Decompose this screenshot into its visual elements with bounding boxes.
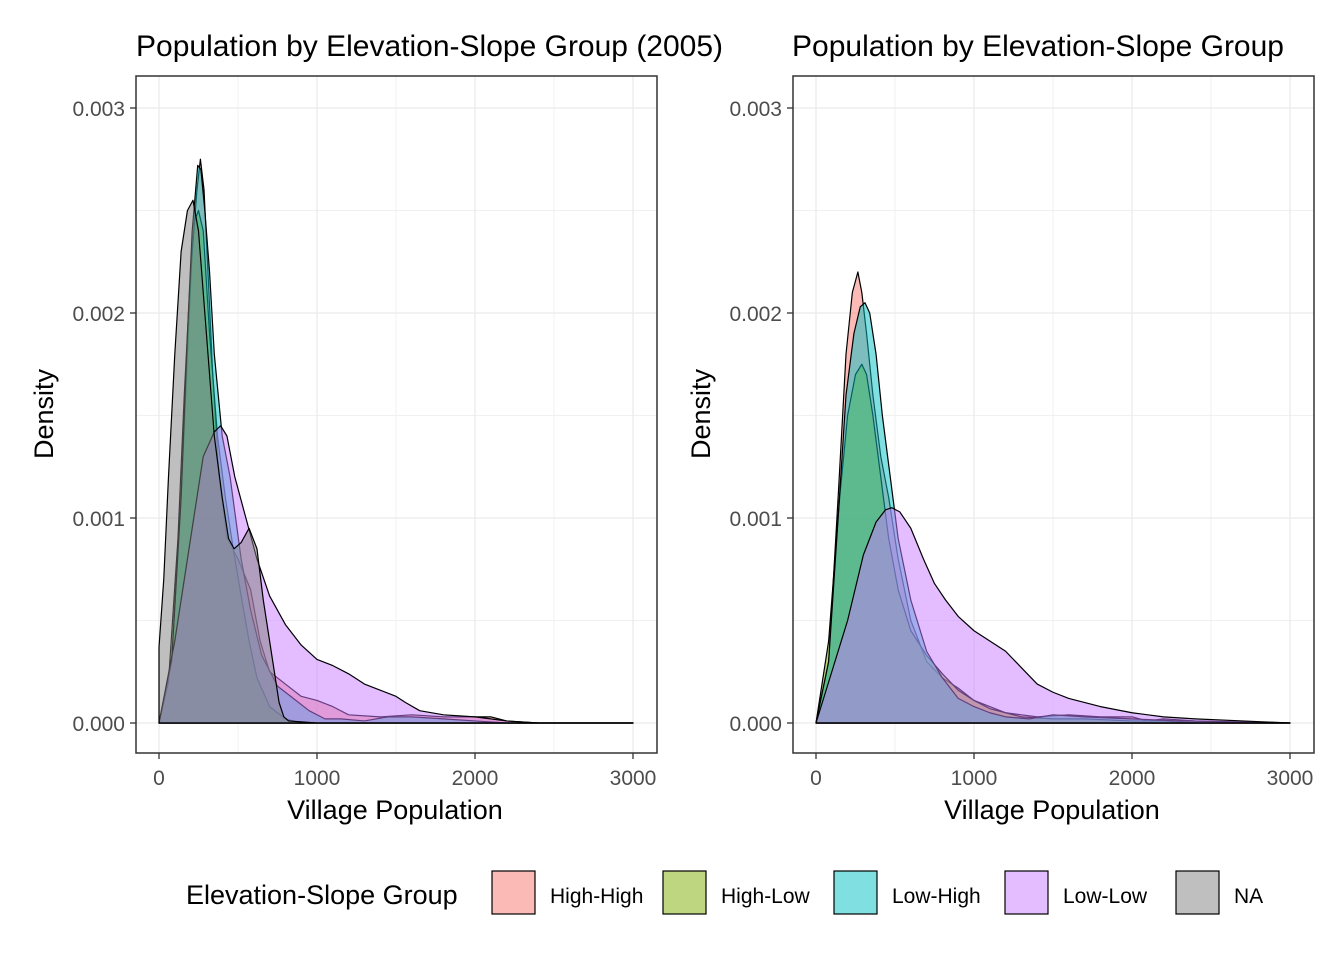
y-tick-label: 0.003 (729, 98, 782, 121)
legend-swatch (833, 870, 878, 915)
x-tick-label: 2000 (452, 767, 499, 790)
x-axis-label: Village Population (287, 795, 503, 825)
chart-panel-2005: Population by Elevation-Slope Group (200… (29, 30, 723, 825)
x-tick-label: 3000 (610, 767, 657, 790)
legend-label: NA (1234, 885, 1263, 908)
legend-label: Low-Low (1063, 885, 1148, 908)
x-tick-label: 1000 (951, 767, 998, 790)
x-tick-label: 2000 (1109, 767, 1156, 790)
y-axis-label: Density (29, 368, 59, 459)
y-tick-label: 0.003 (72, 98, 125, 121)
legend-swatch (491, 870, 536, 915)
y-tick-label: 0.002 (72, 303, 125, 326)
y-tick-label: 0.001 (72, 508, 125, 531)
legend-label: Low-High (892, 885, 981, 908)
x-tick-label: 3000 (1267, 767, 1314, 790)
legend-item-high-high: High-High (491, 870, 643, 915)
chart-panel-second: Population by Elevation-Slope Group 0 100… (686, 30, 1315, 825)
legend-swatch (1004, 870, 1049, 915)
legend-items: High-High High-Low Low-High Low-Low NA (491, 870, 1263, 915)
axis-ticks: 0 1000 2000 3000 0.000 0.001 0.002 0.003 (72, 98, 656, 790)
x-tick-label: 0 (153, 767, 165, 790)
x-tick-label: 0 (810, 767, 822, 790)
y-axis-label: Density (686, 368, 716, 459)
grid (793, 76, 1314, 753)
legend-item-na: NA (1175, 870, 1263, 915)
density-areas (815, 271, 1291, 724)
y-tick-label: 0.000 (729, 713, 782, 736)
density-area-low-low (815, 507, 1291, 724)
y-tick-label: 0.002 (729, 303, 782, 326)
legend-title: Elevation-Slope Group (186, 880, 458, 910)
chart-title: Population by Elevation-Slope Group (200… (136, 30, 723, 63)
plot-border (792, 75, 1315, 754)
plot-border (135, 75, 658, 754)
y-tick-label: 0.000 (72, 713, 125, 736)
legend-label: High-Low (721, 885, 811, 908)
x-tick-label: 1000 (294, 767, 341, 790)
legend-item-low-low: Low-Low (1004, 870, 1148, 915)
x-axis-label: Village Population (944, 795, 1160, 825)
chart-title: Population by Elevation-Slope Group (792, 30, 1284, 63)
axis-ticks: 0 1000 2000 3000 0.000 0.001 0.002 0.003 (729, 98, 1313, 790)
density-area-na (158, 199, 634, 724)
legend-item-low-high: Low-High (833, 870, 981, 915)
y-tick-label: 0.001 (729, 508, 782, 531)
density-area-low-low (158, 425, 634, 724)
legend-swatch (1175, 870, 1220, 915)
legend-label: High-High (550, 885, 643, 908)
legend: Elevation-Slope Group High-High High-Low L… (186, 870, 1263, 915)
legend-item-high-low: High-Low (662, 870, 811, 915)
density-areas (158, 158, 634, 724)
legend-swatch (662, 870, 707, 915)
